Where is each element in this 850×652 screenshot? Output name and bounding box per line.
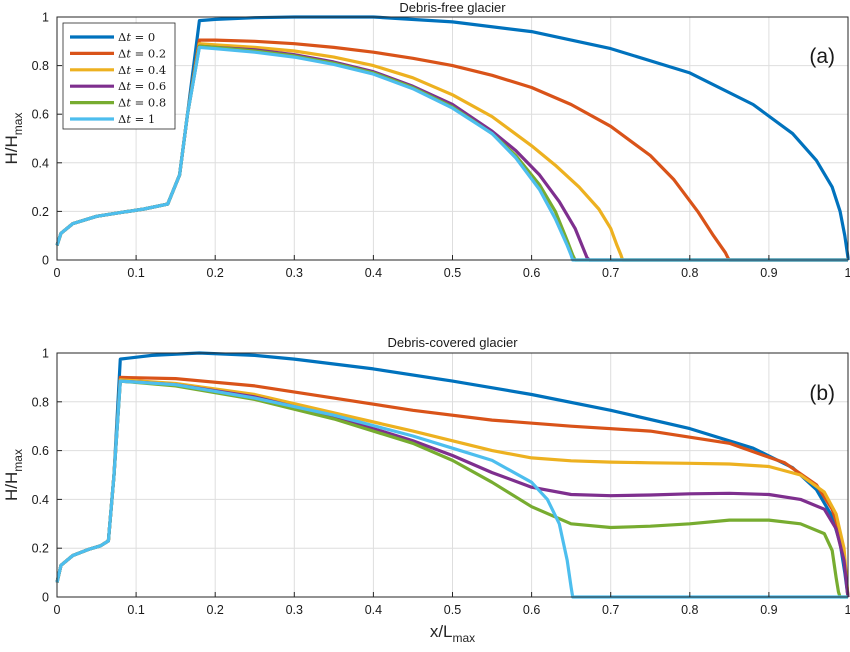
series-line-5 <box>55 379 848 599</box>
svg-text:H/Hmax: H/Hmax <box>2 113 25 165</box>
x-tick-label: 0.1 <box>127 266 144 280</box>
panel-debris-free: 0 0.1 0.2 0.3 0.4 0.5 0.6 0.7 0.8 0.9 1 0 0.2 0.4 0.6 0… <box>2 0 850 280</box>
x-tick-label: 0.9 <box>760 603 777 617</box>
y-tick-label: 1 <box>42 347 49 361</box>
y-tick-label: 0.8 <box>32 395 49 409</box>
chart-title: Debris-covered glacier <box>387 335 518 350</box>
legend-items: Δt = 0 Δt = 0.2 Δt = 0.4 Δt = 0.6 Δt = 0.8 Δt… <box>70 30 166 126</box>
tick-labels: 0 0.1 0.2 0.3 0.4 0.5 0.6 0.7 0.8 0.9 1 0 0.2 0.4 0.6 0… <box>32 347 850 618</box>
legend-label: Δt = 0.6 <box>118 79 166 93</box>
y-tick-label: 0.8 <box>32 59 49 73</box>
x-tick-label: 0.1 <box>127 603 144 617</box>
panel-label: (a) <box>809 45 835 68</box>
chart-title: Debris-free glacier <box>399 0 506 15</box>
x-tick-label: 0.4 <box>365 603 382 617</box>
y-tick-label: 0 <box>42 254 49 268</box>
x-tick-label: 0.7 <box>602 266 619 280</box>
series-line-5 <box>55 45 848 262</box>
y-axis-label-main: H/H <box>2 472 21 501</box>
y-tick-label: 0 <box>42 591 49 605</box>
y-axis-label-main: H/H <box>2 135 21 164</box>
x-tick-label: 0.3 <box>286 266 303 280</box>
grid <box>56 16 849 261</box>
legend: Δt = 0 Δt = 0.2 Δt = 0.4 Δt = 0.6 Δt = 0.8 Δt… <box>62 22 176 130</box>
x-tick-label: 1 <box>845 603 850 617</box>
y-tick-label: 0.4 <box>32 493 49 507</box>
legend-label: Δt = 0.8 <box>118 96 166 110</box>
y-tick-label: 0.6 <box>32 108 49 122</box>
y-axis-label: H/Hmax <box>2 113 25 165</box>
y-tick-label: 0.4 <box>32 156 49 170</box>
y-tick-label: 0.2 <box>32 542 49 556</box>
x-tick-label: 0.9 <box>760 266 777 280</box>
x-tick-label: 0.4 <box>365 266 382 280</box>
x-tick-label: 0 <box>54 266 61 280</box>
panel-label: (b) <box>809 382 835 405</box>
legend-label: Δt = 1 <box>118 112 155 126</box>
x-tick-label: 0.2 <box>207 603 224 617</box>
legend-label: Δt = 0.4 <box>118 63 166 77</box>
x-tick-label: 0.6 <box>523 603 540 617</box>
x-tick-label: 1 <box>845 266 850 280</box>
panel-debris-covered: 0 0.1 0.2 0.3 0.4 0.5 0.6 0.7 0.8 0.9 1 0 0.2 0.4 0.6 0… <box>2 335 850 645</box>
x-tick-label: 0 <box>54 603 61 617</box>
svg-text:H/Hmax: H/Hmax <box>2 449 25 501</box>
grid <box>56 352 849 598</box>
x-axis-label: x/Lmax <box>430 622 475 645</box>
y-tick-label: 1 <box>42 11 49 25</box>
legend-label: Δt = 0.2 <box>118 46 166 60</box>
x-tick-label: 0.2 <box>207 266 224 280</box>
y-axis-label: H/Hmax <box>2 449 25 501</box>
series-group <box>55 351 850 599</box>
y-tick-label: 0.2 <box>32 205 49 219</box>
x-tick-label: 0.8 <box>681 266 698 280</box>
x-axis-label-main: x/L <box>430 622 453 641</box>
x-tick-label: 0.5 <box>444 603 461 617</box>
x-axis-label-sub: max <box>453 631 476 645</box>
x-tick-label: 0.7 <box>602 603 619 617</box>
x-tick-label: 0.3 <box>286 603 303 617</box>
legend-label: Δt = 0 <box>118 30 155 44</box>
x-tick-label: 0.8 <box>681 603 698 617</box>
x-tick-label: 0.5 <box>444 266 461 280</box>
tick-labels: 0 0.1 0.2 0.3 0.4 0.5 0.6 0.7 0.8 0.9 1 0 0.2 0.4 0.6 0… <box>32 11 850 281</box>
x-tick-label: 0.6 <box>523 266 540 280</box>
y-axis-label-sub: max <box>11 113 25 136</box>
y-axis-label-sub: max <box>11 449 25 472</box>
legend-box <box>62 22 176 130</box>
y-tick-label: 0.6 <box>32 444 49 458</box>
